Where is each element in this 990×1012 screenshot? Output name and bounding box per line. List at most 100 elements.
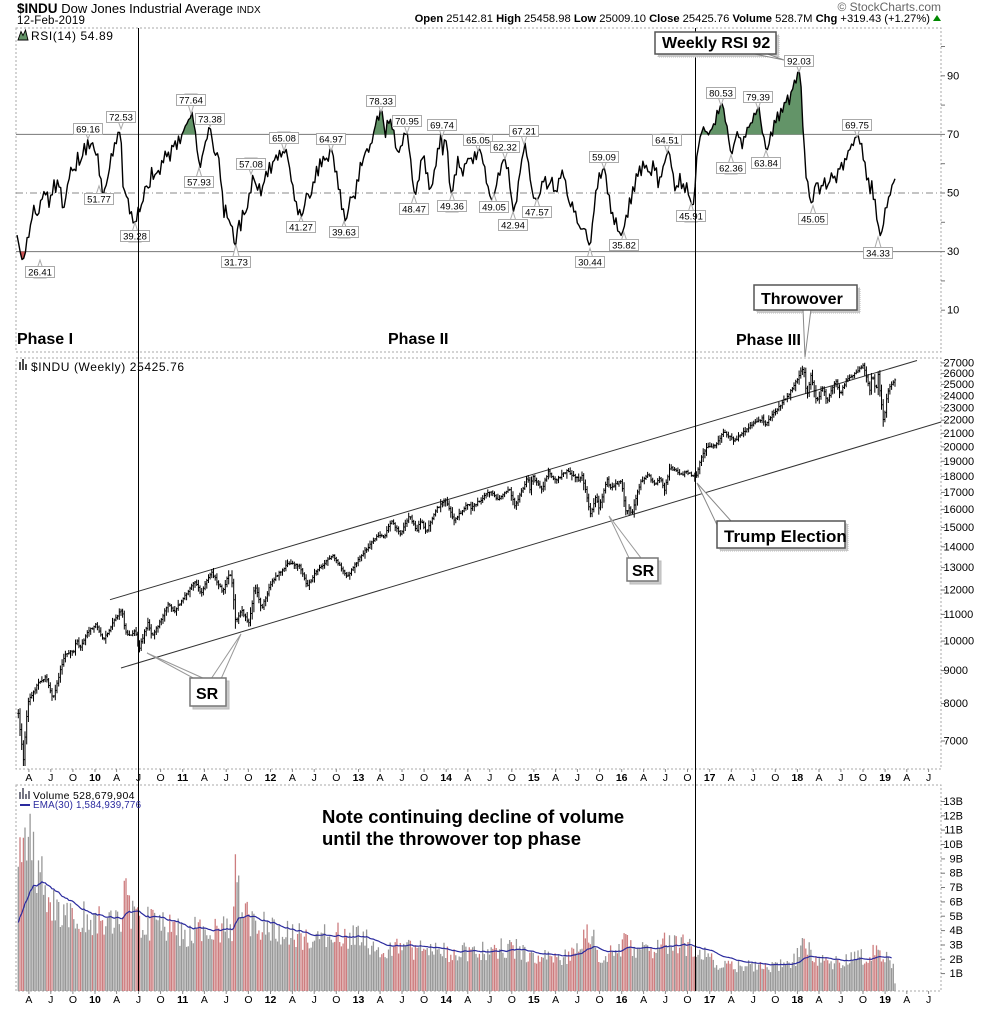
- svg-text:Phase II: Phase II: [388, 331, 448, 348]
- svg-text:A: A: [201, 772, 208, 784]
- svg-text:J: J: [136, 994, 141, 1006]
- svg-text:22000: 22000: [944, 415, 975, 427]
- svg-text:O: O: [332, 772, 340, 784]
- svg-text:65.05: 65.05: [466, 136, 490, 147]
- svg-text:15: 15: [528, 994, 540, 1006]
- svg-text:39.63: 39.63: [332, 228, 356, 239]
- svg-text:31.73: 31.73: [224, 258, 248, 269]
- svg-text:30.44: 30.44: [578, 258, 602, 269]
- svg-text:10B: 10B: [943, 839, 963, 851]
- svg-text:45.05: 45.05: [801, 215, 825, 226]
- svg-text:O: O: [771, 772, 779, 784]
- svg-text:O: O: [244, 994, 252, 1006]
- svg-text:12000: 12000: [944, 585, 975, 597]
- svg-text:A: A: [201, 994, 208, 1006]
- svg-text:11: 11: [177, 772, 188, 784]
- svg-text:A: A: [728, 994, 735, 1006]
- svg-text:SR: SR: [632, 563, 655, 580]
- svg-text:J: J: [575, 994, 580, 1006]
- svg-text:45.91: 45.91: [679, 212, 703, 223]
- svg-text:19: 19: [879, 994, 891, 1006]
- svg-text:A: A: [113, 772, 120, 784]
- svg-text:RSI(14) 54.89: RSI(14) 54.89: [31, 29, 114, 43]
- svg-text:J: J: [224, 994, 229, 1006]
- svg-text:10: 10: [89, 772, 101, 784]
- svg-text:10: 10: [89, 994, 101, 1006]
- svg-text:11000: 11000: [944, 609, 974, 621]
- svg-text:72.53: 72.53: [109, 113, 133, 124]
- svg-text:A: A: [377, 994, 384, 1006]
- svg-text:A: A: [377, 772, 384, 784]
- svg-text:12: 12: [265, 994, 277, 1006]
- svg-text:A: A: [25, 772, 32, 784]
- svg-text:Phase I: Phase I: [17, 331, 73, 348]
- svg-text:J: J: [575, 772, 580, 784]
- svg-text:64.51: 64.51: [655, 136, 679, 147]
- svg-text:69.75: 69.75: [845, 121, 869, 132]
- svg-text:J: J: [48, 994, 53, 1006]
- svg-text:20000: 20000: [944, 441, 975, 453]
- svg-text:64.97: 64.97: [319, 135, 343, 146]
- svg-text:9B: 9B: [950, 853, 963, 865]
- svg-text:O: O: [157, 994, 165, 1006]
- svg-text:A: A: [903, 772, 910, 784]
- svg-text:65.08: 65.08: [272, 134, 296, 145]
- svg-text:63.84: 63.84: [754, 159, 778, 170]
- svg-text:J: J: [487, 994, 492, 1006]
- svg-text:19: 19: [879, 772, 891, 784]
- svg-text:19000: 19000: [944, 456, 975, 468]
- svg-text:47.57: 47.57: [525, 208, 549, 219]
- svg-text:A: A: [728, 772, 735, 784]
- svg-text:13000: 13000: [944, 562, 975, 574]
- svg-text:69.16: 69.16: [76, 125, 100, 136]
- svg-text:73.38: 73.38: [198, 115, 222, 126]
- svg-text:5B: 5B: [950, 911, 963, 923]
- svg-text:O: O: [508, 772, 516, 784]
- svg-text:A: A: [464, 772, 471, 784]
- svg-text:50: 50: [947, 188, 959, 200]
- svg-text:13B: 13B: [943, 796, 963, 808]
- svg-text:A: A: [640, 772, 647, 784]
- svg-text:14: 14: [440, 994, 452, 1006]
- svg-text:62.32: 62.32: [493, 143, 517, 154]
- svg-text:Throwover: Throwover: [761, 291, 843, 308]
- svg-text:10: 10: [947, 305, 959, 317]
- svg-text:SR: SR: [196, 686, 219, 703]
- svg-text:39.28: 39.28: [123, 232, 147, 243]
- svg-text:34.33: 34.33: [866, 249, 890, 260]
- svg-text:62.36: 62.36: [719, 164, 743, 175]
- svg-text:9000: 9000: [944, 665, 968, 677]
- svg-text:O: O: [771, 994, 779, 1006]
- svg-text:O: O: [683, 772, 691, 784]
- svg-text:A: A: [464, 994, 471, 1006]
- svg-text:23000: 23000: [944, 402, 975, 414]
- svg-text:26.41: 26.41: [28, 268, 52, 279]
- svg-text:26000: 26000: [944, 368, 975, 380]
- svg-text:15: 15: [528, 772, 540, 784]
- svg-text:O: O: [244, 772, 252, 784]
- svg-text:11B: 11B: [944, 825, 963, 837]
- svg-text:18: 18: [792, 772, 804, 784]
- svg-text:O: O: [859, 772, 867, 784]
- svg-text:42.94: 42.94: [501, 221, 525, 232]
- svg-text:16: 16: [616, 772, 628, 784]
- svg-text:8B: 8B: [950, 868, 963, 880]
- svg-text:15000: 15000: [944, 522, 975, 534]
- svg-text:J: J: [838, 772, 843, 784]
- svg-text:J: J: [48, 772, 53, 784]
- svg-text:2B: 2B: [950, 954, 963, 966]
- svg-text:J: J: [751, 994, 756, 1006]
- svg-text:A: A: [815, 772, 822, 784]
- svg-text:J: J: [838, 994, 843, 1006]
- svg-text:A: A: [289, 994, 296, 1006]
- svg-text:O: O: [420, 772, 428, 784]
- svg-text:7B: 7B: [950, 882, 963, 894]
- svg-text:J: J: [663, 772, 668, 784]
- svg-text:Trump Election: Trump Election: [724, 527, 847, 546]
- svg-text:A: A: [640, 994, 647, 1006]
- svg-text:21000: 21000: [944, 428, 975, 440]
- svg-text:O: O: [69, 772, 77, 784]
- svg-text:Open 25142.81 High 25458.98 Lo: Open 25142.81 High 25458.98 Low 25009.10…: [415, 13, 931, 25]
- svg-text:J: J: [312, 994, 317, 1006]
- svg-text:J: J: [487, 772, 492, 784]
